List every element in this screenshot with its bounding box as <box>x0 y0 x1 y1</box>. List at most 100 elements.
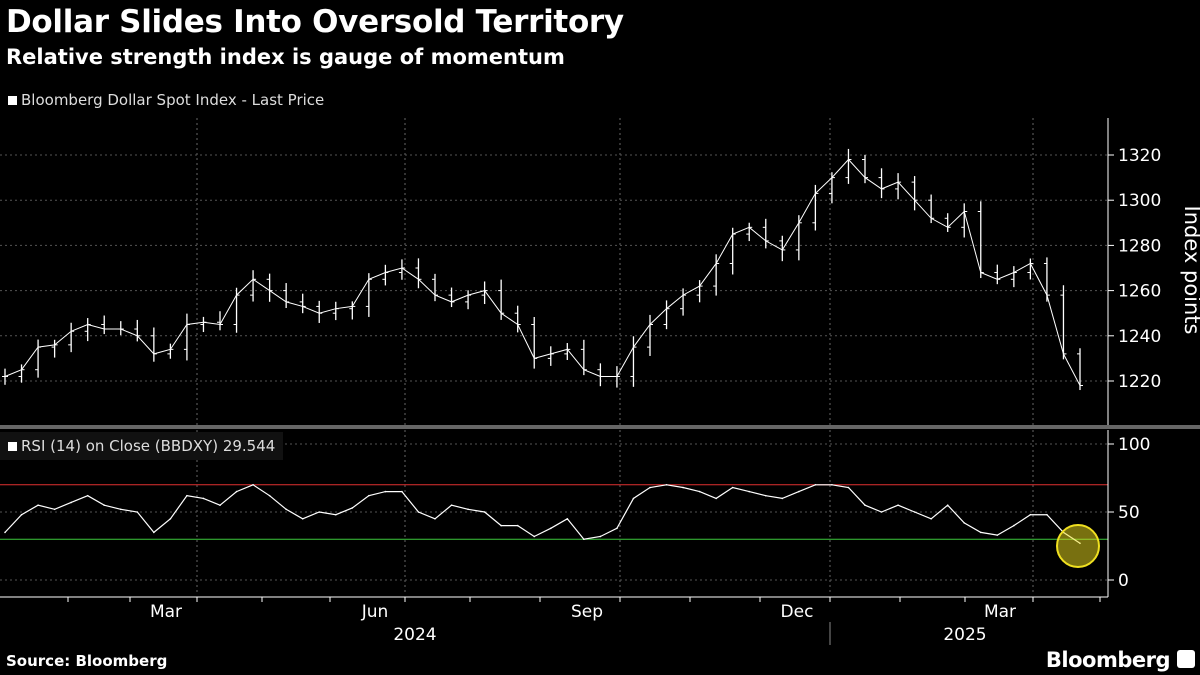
rsi-point <box>1046 513 1048 516</box>
rsi-point <box>549 527 552 530</box>
rsi-point <box>401 490 403 493</box>
y-axis-label: Index points <box>1180 206 1200 335</box>
rsi-point <box>649 486 651 489</box>
rsi-point <box>235 490 238 493</box>
rsi-point <box>434 518 436 520</box>
price-legend-label: Bloomberg Dollar Spot Index - Last Price <box>21 91 325 109</box>
rsi-point <box>186 494 188 497</box>
price-series <box>2 148 1083 391</box>
rsi-point <box>566 518 569 520</box>
y-tick-label: 1280 <box>1118 236 1161 256</box>
rsi-point <box>417 511 420 513</box>
rsi-point <box>252 484 254 486</box>
rsi-point <box>764 494 767 497</box>
legend-swatch <box>8 442 17 451</box>
rsi-point <box>202 497 205 500</box>
x-tick-label: Sep <box>571 602 603 622</box>
rsi-point <box>516 524 519 527</box>
rsi-point <box>748 490 751 493</box>
y-tick-label: 1220 <box>1118 372 1161 392</box>
grid <box>0 118 1108 595</box>
rsi-point <box>86 494 89 497</box>
rsi-point <box>798 490 800 493</box>
legend-swatch <box>8 96 17 105</box>
price-line <box>4 158 1081 386</box>
y-tick-label: 0 <box>1118 571 1129 591</box>
panel-divider <box>0 425 1200 429</box>
chart-title: Dollar Slides Into Oversold Territory <box>6 4 624 40</box>
y-tick-label: 1300 <box>1118 191 1161 211</box>
rsi-point <box>136 511 139 513</box>
rsi-point <box>880 511 883 513</box>
rsi-legend-label: RSI (14) on Close (BBDXY) 29.544 <box>21 437 276 455</box>
rsi-point <box>351 507 354 509</box>
bloomberg-chart-icon <box>1177 650 1195 668</box>
rsi-point <box>715 497 717 500</box>
rsi-point <box>334 513 337 516</box>
rsi-point <box>467 508 469 511</box>
x-tick-label: Mar <box>984 602 1016 622</box>
rsi-point <box>368 494 370 497</box>
x-tick-label: Dec <box>781 602 814 622</box>
year-label: 2024 <box>393 625 436 645</box>
rsi-point <box>731 486 734 489</box>
x-tick-label: Mar <box>150 602 182 622</box>
axes: 1220 1240 1260 1280 1300 1320 0 50 100 <box>0 118 1200 645</box>
rsi-series <box>0 484 1108 568</box>
rsi-point <box>831 484 833 486</box>
rsi-point <box>665 484 668 486</box>
price-legend: Bloomberg Dollar Spot Index - Last Price <box>8 91 324 109</box>
rsi-point <box>169 518 172 520</box>
rsi-point <box>301 518 304 520</box>
rsi-point <box>864 504 866 507</box>
rsi-point <box>500 524 502 527</box>
rsi-point <box>1013 524 1015 527</box>
rsi-point <box>616 527 618 530</box>
y-tick-label: 50 <box>1118 503 1140 523</box>
y-tick-label: 100 <box>1118 435 1150 455</box>
rsi-point <box>153 531 155 534</box>
bloomberg-logo: Bloomberg <box>1045 648 1171 672</box>
rsi-point <box>979 531 982 534</box>
x-tick-label: Jun <box>361 602 389 622</box>
rsi-point <box>632 497 635 500</box>
rsi-point <box>318 511 321 513</box>
rsi-point <box>119 508 122 511</box>
year-label: 2025 <box>943 625 986 645</box>
rsi-point <box>384 490 387 493</box>
rsi-point <box>996 534 999 536</box>
rsi-point <box>268 494 271 497</box>
rsi-point <box>219 504 221 507</box>
chart-subtitle: Relative strength index is gauge of mome… <box>6 45 565 69</box>
rsi-point <box>483 511 486 513</box>
source-note: Source: Bloomberg <box>6 652 168 670</box>
rsi-point <box>814 484 817 486</box>
rsi-point <box>37 504 39 507</box>
rsi-point <box>930 518 932 520</box>
y-tick-label: 1260 <box>1118 282 1161 302</box>
rsi-point <box>781 497 784 500</box>
rsi-point <box>1029 513 1032 516</box>
rsi-point <box>946 504 949 507</box>
rsi-point <box>4 531 6 534</box>
rsi-point <box>103 504 106 507</box>
oversold-highlight-circle <box>1056 524 1100 568</box>
rsi-point <box>20 513 23 516</box>
rsi-point <box>533 535 536 538</box>
rsi-point <box>897 504 899 507</box>
rsi-point <box>682 486 684 489</box>
rsi-point <box>847 486 850 489</box>
rsi-point <box>963 522 966 524</box>
y-tick-label: 1240 <box>1118 327 1161 347</box>
rsi-point <box>913 511 916 513</box>
rsi-point <box>583 538 585 540</box>
rsi-point <box>70 501 72 504</box>
rsi-point <box>53 508 56 511</box>
rsi-point <box>450 504 453 507</box>
rsi-line <box>4 484 1081 544</box>
y-tick-label: 1320 <box>1118 146 1161 166</box>
rsi-legend: RSI (14) on Close (BBDXY) 29.544 <box>0 432 284 460</box>
rsi-point <box>599 535 602 538</box>
rsi-point <box>285 508 287 511</box>
